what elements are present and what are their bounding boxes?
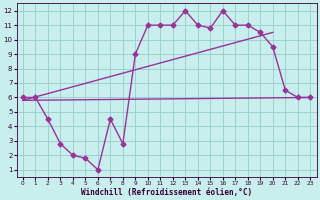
X-axis label: Windchill (Refroidissement éolien,°C): Windchill (Refroidissement éolien,°C): [81, 188, 252, 197]
